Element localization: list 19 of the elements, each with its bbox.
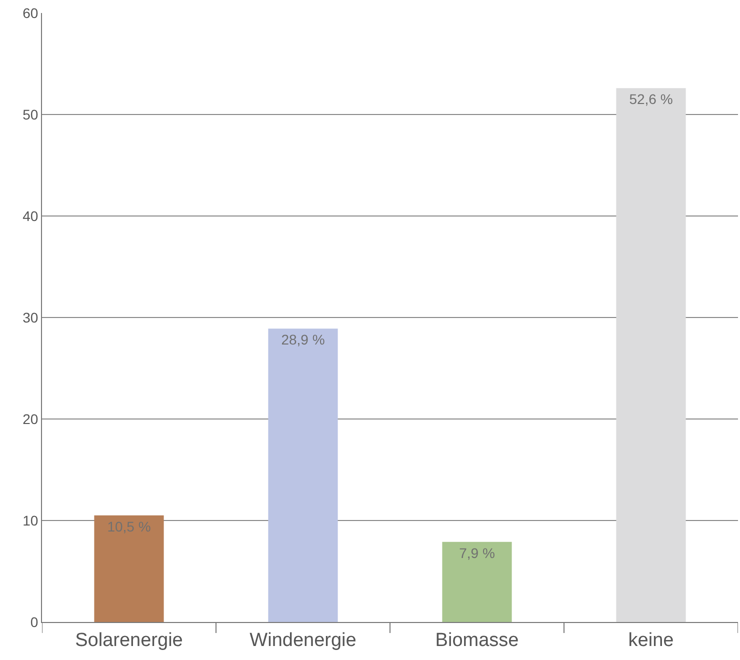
bar xyxy=(94,515,164,622)
data-label: 10,5 % xyxy=(107,518,151,534)
x-tick-label: Windenergie xyxy=(250,630,356,651)
bar xyxy=(616,88,686,622)
data-label: 52,6 % xyxy=(629,91,673,108)
bar xyxy=(268,328,338,622)
data-label: 28,9 % xyxy=(281,332,325,348)
y-tick-label: 0 xyxy=(30,614,38,630)
data-label: 7,9 % xyxy=(459,544,495,561)
y-tick-label: 10 xyxy=(22,512,38,528)
y-tick-label: 20 xyxy=(22,410,38,427)
y-tick-label: 30 xyxy=(22,309,38,326)
bar xyxy=(442,542,512,622)
y-tick-label: 40 xyxy=(22,208,38,224)
y-tick-label: 50 xyxy=(22,106,38,122)
x-tick-label: Biomasse xyxy=(435,630,519,651)
y-tick-label: 60 xyxy=(22,4,38,21)
x-tick-label: Solarenergie xyxy=(75,630,183,651)
x-tick-label: keine xyxy=(628,630,674,651)
